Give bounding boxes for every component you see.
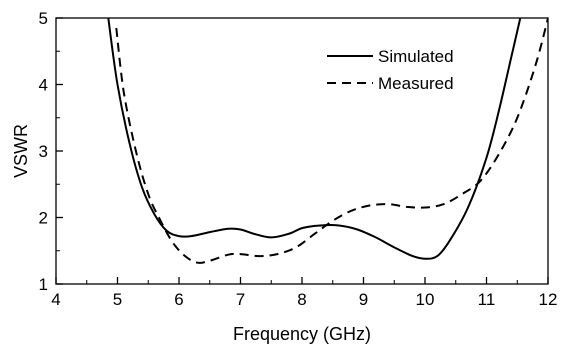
legend: Simulated Measured [327, 47, 454, 93]
y-tick-label: 4 [39, 76, 48, 95]
x-tick-label: 10 [416, 290, 435, 309]
x-tick-label: 8 [297, 290, 306, 309]
x-tick-label: 7 [236, 290, 245, 309]
x-tick-label: 9 [359, 290, 368, 309]
y-tick-label: 5 [39, 9, 48, 28]
series-measured-line [115, 18, 548, 264]
x-tick-label: 12 [539, 290, 558, 309]
y-axis-title: VSWR [11, 124, 31, 178]
axis-ticks [55, 17, 549, 285]
series-group [107, 18, 548, 264]
x-tick-label: 5 [113, 290, 122, 309]
x-axis-title: Frequency (GHz) [233, 324, 371, 344]
y-tick-label: 1 [39, 275, 48, 294]
y-tick-label: 2 [39, 209, 48, 228]
series-simulated-line [107, 18, 522, 260]
x-tick-label: 6 [174, 290, 183, 309]
y-tick-label: 3 [39, 142, 48, 161]
x-tick-label: 11 [478, 290, 496, 309]
legend-label-simulated: Simulated [378, 47, 454, 66]
legend-label-measured: Measured [378, 74, 454, 93]
x-tick-label: 4 [51, 290, 60, 309]
